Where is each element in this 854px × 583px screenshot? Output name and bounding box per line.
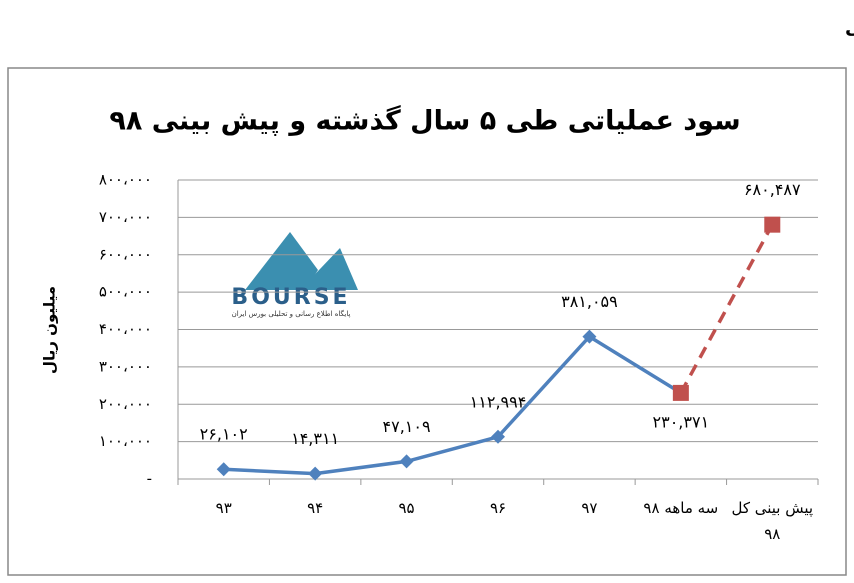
chart-frame [7, 67, 847, 576]
value-label: ۲۶,۱۰۲ [200, 425, 248, 444]
y-tick-label: ۳۰۰،۰۰۰ [99, 357, 152, 375]
y-tick-label: - [147, 470, 152, 488]
x-tick-label: ۹۶ [489, 499, 507, 517]
x-tick-label: سه ماهه ۹۸ [643, 499, 719, 517]
y-tick-label: ۵۰۰،۰۰۰ [99, 283, 152, 301]
value-label: ۳۸۱,۰۵۹ [561, 292, 618, 311]
x-tick-label: ۹۵ [398, 499, 415, 517]
x-tick-label: پیش بینی کل ۹۸ [731, 499, 814, 543]
heading: ۴-۵- درآمد عملیاتی [845, 15, 854, 39]
value-label: ۴۷,۱۰۹ [383, 417, 431, 436]
series-line [223, 334, 682, 476]
y-tick-label: ۸۰۰،۰۰۰ [99, 171, 152, 189]
logo: BOURSE پایگاه اطلاع رسانی و تحلیلی بورس … [231, 232, 358, 318]
x-tick-label: ۹۷ [581, 499, 598, 517]
y-tick-label: ۴۰۰،۰۰۰ [99, 320, 152, 338]
logo-text: BOURSE [231, 285, 350, 310]
x-tick-label: ۹۴ [307, 499, 324, 517]
marker [491, 429, 505, 444]
marker [308, 466, 323, 481]
marker [764, 216, 781, 233]
x-tick-label: ۹۳ [215, 499, 232, 517]
y-tick-label: ۶۰۰،۰۰۰ [99, 245, 152, 263]
marker [216, 462, 231, 477]
chart-title: سود عملیاتی طی ۵ سال گذشته و پیش بینی ۹۸ [109, 105, 740, 137]
value-label: ۱۱۲,۹۹۴ [470, 392, 527, 411]
logo-subtitle: پایگاه اطلاع رسانی و تحلیلی بورس ایران [232, 309, 351, 318]
y-tick-label: ۱۰۰،۰۰۰ [99, 432, 152, 450]
value-label: ۱۴,۳۱۱ [291, 429, 339, 448]
y-axis-label: میلیون ریال [41, 286, 59, 374]
series-line [679, 223, 774, 394]
y-tick-label: ۷۰۰،۰۰۰ [99, 208, 152, 226]
value-label: ۶۸۰,۴۸۷ [744, 180, 801, 199]
y-tick-label: ۲۰۰،۰۰۰ [99, 395, 152, 413]
marker [672, 384, 689, 401]
marker [399, 454, 414, 469]
marker [582, 329, 597, 344]
value-label: ۲۳۰,۳۷۱ [653, 412, 710, 431]
